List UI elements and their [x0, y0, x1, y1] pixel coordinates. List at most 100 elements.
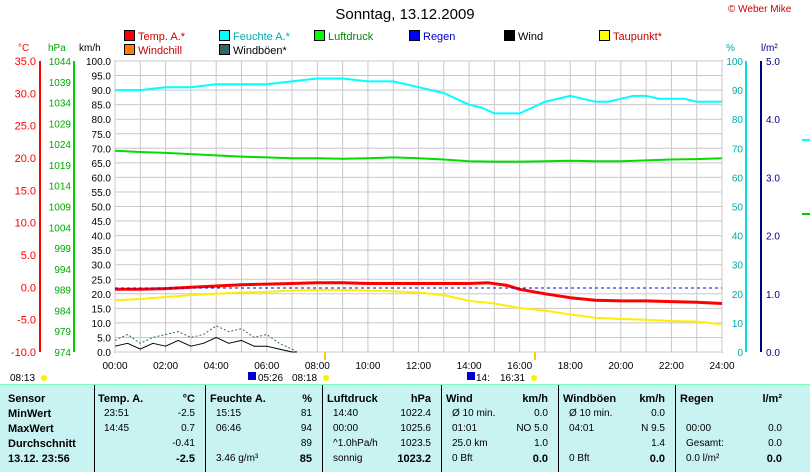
- pressure-tick-label: 994: [54, 265, 71, 276]
- legend-label: Temp. A.*: [138, 31, 186, 43]
- table-header-unit: %: [302, 393, 312, 405]
- table-cell-value: 0.0: [766, 453, 782, 465]
- table-row-label: MaxWert: [8, 423, 54, 435]
- table-cell-value: 0.0: [768, 438, 782, 449]
- table-cell: sonnig: [333, 453, 363, 464]
- humidity-tick-label: 70: [732, 144, 744, 155]
- table-header: Feuchte A.: [210, 393, 266, 405]
- wind-tick-label: 30.0: [92, 261, 112, 272]
- pressure-tick-label: 1044: [49, 57, 72, 68]
- table-cell-value: 94: [300, 423, 312, 434]
- table-header: Windböen: [563, 393, 617, 405]
- legend-label: Wind: [518, 31, 544, 43]
- table-cell-value: 0.7: [181, 423, 195, 434]
- table-cell-value: 1025.6: [400, 423, 431, 434]
- pressure-tick-label: 1019: [49, 161, 72, 172]
- table-divider: [322, 385, 323, 472]
- table-cell: 0 Bft: [569, 453, 590, 464]
- temp-tick-label: 35.0: [15, 56, 36, 68]
- legend-label: Luftdruck: [328, 31, 374, 43]
- table-header: Temp. A.: [98, 393, 144, 405]
- wind-tick-label: 60.0: [92, 173, 112, 184]
- legend-swatch: [124, 30, 135, 41]
- pressure-tick-label: 999: [54, 244, 71, 255]
- table-cell: 00:00: [333, 423, 359, 434]
- wind-tick-label: 5.0: [97, 333, 111, 344]
- wind-tick-label: 10.0: [92, 319, 112, 330]
- pressure-tick-label: 989: [54, 286, 71, 297]
- x-tick-label: 16:00: [507, 361, 532, 372]
- table-header: Regen: [680, 393, 714, 405]
- pressure-tick-label: 984: [54, 306, 71, 317]
- pressure-tick-label: 1034: [49, 99, 72, 110]
- table-divider: [558, 385, 559, 472]
- rain-tick-label: 3.0: [766, 173, 780, 184]
- table-cell: 14:45: [104, 423, 130, 434]
- table-cell-value: -2.5: [176, 453, 195, 465]
- rain-tick-label: 5.0: [766, 57, 780, 68]
- wind-tick-label: 15.0: [92, 304, 112, 315]
- table-cell: 06:46: [216, 423, 242, 434]
- x-tick-label: 00:00: [102, 361, 127, 372]
- x-tick-label: 06:00: [254, 361, 279, 372]
- wind-tick-label: 75.0: [92, 130, 112, 141]
- table-cell: 01:01: [452, 423, 478, 434]
- pressure-tick-label: 1014: [49, 182, 72, 193]
- marker-time-label: 14:: [476, 373, 490, 384]
- wind-tick-label: 45.0: [92, 217, 112, 228]
- legend-item: Luftdruck: [314, 30, 373, 43]
- table-cell: Ø 10 min.: [569, 408, 613, 419]
- chart-title: Sonntag, 13.12.2009: [335, 6, 475, 23]
- x-tick-label: 10:00: [355, 361, 380, 372]
- temp-tick-label: 30.0: [15, 88, 36, 100]
- table-divider: [205, 385, 206, 472]
- rain-tick-label: 1.0: [766, 290, 780, 301]
- pressure-tick-label: 1009: [49, 203, 72, 214]
- table-cell-value: 81: [300, 408, 312, 419]
- wind-tick-label: 40.0: [92, 232, 112, 243]
- table-cell-value: 0.0: [651, 408, 665, 419]
- x-tick-label: 22:00: [659, 361, 684, 372]
- temp-axis-unit: °C: [18, 43, 29, 54]
- legend-item: Feuchte A.*: [219, 30, 290, 43]
- table-cell-value: -0.41: [172, 438, 195, 449]
- legend-item: Temp. A.*: [124, 30, 185, 43]
- wind-tick-label: 100.0: [86, 57, 111, 68]
- table-cell: ^1.0hPa/h: [333, 438, 378, 449]
- weather-chart: °C hPa km/h% l/m² 35.0 30.0 25.0 20.0 15.0 10.0 5.…: [10, 43, 810, 384]
- table-divider: [94, 385, 95, 472]
- humidity-tick-label: 50: [732, 203, 744, 214]
- pressure-tick-label: 974: [54, 348, 71, 359]
- table-cell-value: 1.4: [651, 438, 665, 449]
- wind-tick-label: 80.0: [92, 115, 112, 126]
- humidity-tick-label: 40: [732, 232, 744, 243]
- legend-item: Taupunkt*: [599, 30, 662, 43]
- wind-axis-unit: km/h: [79, 43, 101, 54]
- copyright-label: © Weber Mike: [728, 4, 792, 15]
- pressure-tick-label: 1029: [49, 119, 72, 130]
- table-cell: 14:40: [333, 408, 359, 419]
- table-header-unit: km/h: [639, 393, 665, 405]
- table-header: Luftdruck: [327, 393, 378, 405]
- pressure-tick-label: 1004: [49, 223, 72, 234]
- humidity-tick-label: 90: [732, 86, 744, 97]
- rain-tick-label: 4.0: [766, 115, 780, 126]
- legend-item: Windchill: [124, 44, 182, 57]
- legend-swatch: [219, 30, 230, 41]
- table-cell-value: 1022.4: [400, 408, 431, 419]
- legend-swatch: [409, 30, 420, 41]
- legend-swatch: [599, 30, 610, 41]
- table-divider: [441, 385, 442, 472]
- humidity-tick-label: 30: [732, 261, 744, 272]
- table-row-label: 13.12. 23:56: [8, 453, 70, 465]
- humidity-tick-label: 0: [737, 348, 743, 359]
- humidity-tick-label: 20: [732, 290, 744, 301]
- legend-swatch: [314, 30, 325, 41]
- sunrise-time-label: 08:13: [10, 373, 35, 384]
- table-cell-value: 1023.5: [400, 438, 431, 449]
- table-cell: 0 Bft: [452, 453, 473, 464]
- legend-label: Regen: [423, 31, 456, 43]
- x-tick-label: 20:00: [608, 361, 633, 372]
- table-header-unit: hPa: [410, 393, 431, 405]
- humidity-tick-label: 100: [726, 57, 743, 68]
